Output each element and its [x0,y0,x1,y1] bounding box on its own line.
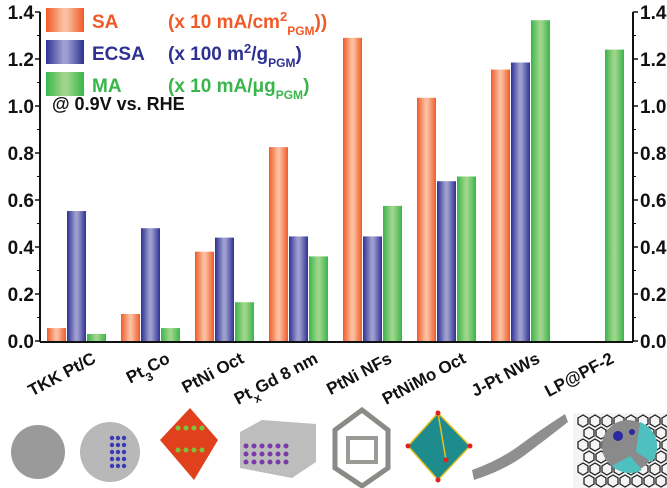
category-label: TKK Pt/C [25,349,99,400]
bar-ma-4 [383,205,402,341]
left-tick-label: 1.0 [8,97,34,118]
bar-ma-6 [531,20,550,341]
structure-images [11,406,667,488]
ptni-octahedron-image [160,408,218,480]
left-tick-label: 1.4 [8,3,35,24]
legend-swatch-ecsa [46,40,84,64]
bar-sa-1 [121,313,140,341]
bar-ma-1 [161,328,180,341]
bar-ma-5 [457,176,476,341]
bar-sa-5 [417,97,436,342]
right-tick-label: 1.0 [640,97,666,118]
left-tick-label: 0.4 [8,238,35,259]
bar-ecsa-2 [215,237,234,341]
bar-ecsa-3 [289,236,308,341]
legend-swatch-sa [46,8,84,32]
right-tick-label: 0.4 [640,238,667,259]
category-label: PtNiMo Oct [379,349,469,409]
bar-ma-3 [309,256,328,341]
right-tick-label: 0.6 [640,191,666,212]
right-tick-label: 0.8 [640,144,666,165]
legend-label-ecsa: ECSA [92,44,145,65]
right-tick-label: 1.2 [640,50,666,71]
legend-unit-sa: (x 10 mA/cm2PGM)) [168,9,327,39]
category-label: J-Pt NWs [468,349,543,401]
ptni-nanoframe-image [332,406,391,488]
left-tick-label: 0.2 [8,285,34,306]
legend-unit-ma: (x 10 mA/μgPGM) [168,76,309,102]
condition-annotation: @ 0.9V vs. RHE [52,94,185,114]
bar-sa-0 [47,328,66,341]
right-tick-label: 0.2 [640,285,666,306]
legend: SA (x 10 mA/cm2PGM)) ECSA (x 100 m2/gPGM) MA… [46,8,327,102]
bar-sa-2 [195,251,214,341]
category-label: LP@PF-2 [542,349,617,401]
left-tick-label: 0.8 [8,144,34,165]
category-label: Pt3Co [123,349,176,393]
legend-label-ma: MA [92,76,122,97]
bar-sa-3 [269,147,288,341]
bar-ecsa-0 [67,211,86,341]
jagged-pt-nanowire-image [472,414,568,480]
bar-ma-2 [235,302,254,341]
right-tick-label: 0.0 [640,332,666,353]
bar-ecsa-6 [511,62,530,342]
pt-c-nanoparticle-image [11,425,65,479]
left-tick-label: 0.0 [8,332,34,353]
bar-sa-6 [491,69,510,341]
bar-ecsa-4 [363,236,382,341]
right-tick-label: 1.4 [640,3,667,24]
bar-sa-4 [343,37,362,341]
left-tick-label: 0.6 [8,191,34,212]
bar-ecsa-5 [437,181,456,341]
category-label: PtxGd 8 nm [231,349,324,414]
ptxgd-slab-image [240,420,316,478]
ticks: 0.0 0.0 0.2 0.2 0.4 0.4 0.6 0.6 0.8 0.8 1.0 1.0 1.2 1… [8,3,667,353]
bar-ma-0 [87,333,106,341]
bar-ecsa-1 [141,228,160,341]
bars [47,20,624,342]
bar-ma-7 [605,49,624,341]
legend-swatch-ma [46,72,84,96]
legend-label-sa: SA [92,12,119,33]
legend-unit-ecsa: (x 100 m2/gPGM) [168,41,302,71]
left-tick-label: 1.2 [8,50,34,71]
